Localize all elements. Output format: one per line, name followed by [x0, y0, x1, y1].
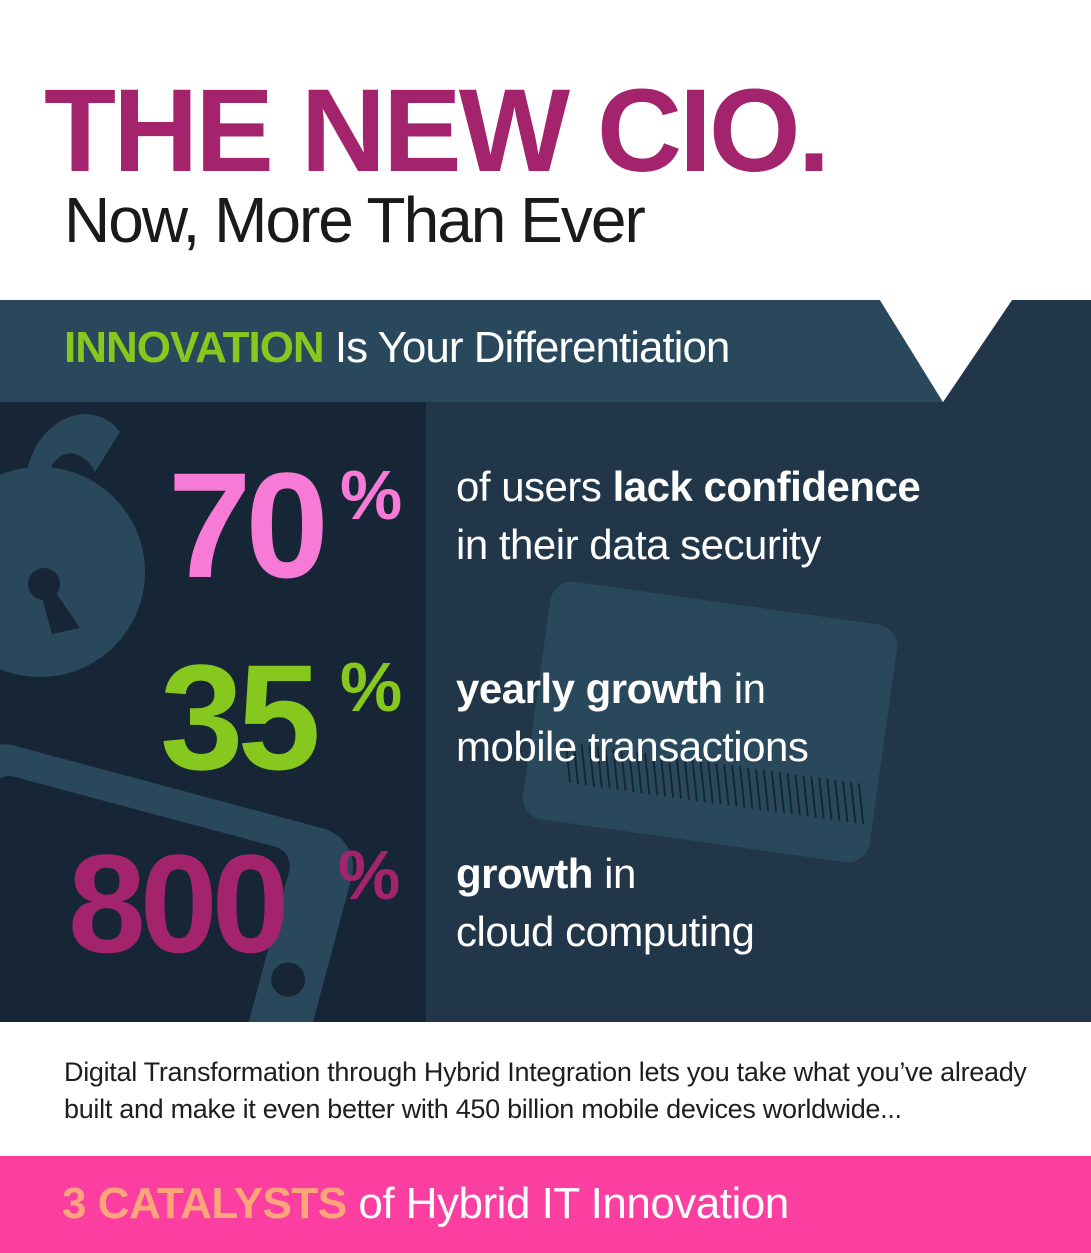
card-stripe: [667, 756, 675, 798]
banner-highlight: INNOVATION: [64, 323, 325, 372]
card-stripe: [826, 778, 833, 820]
stat-percent-35: 35%: [160, 633, 403, 801]
footer-heading: 3 CATALYSTS of Hybrid IT Innovation: [62, 1182, 789, 1226]
banner-right-panel: [943, 300, 1091, 402]
banner-left-panel: [0, 300, 943, 402]
stat-percent-70: 70%: [168, 441, 403, 609]
card-stripe: [604, 747, 611, 789]
card-stripe: [849, 782, 857, 824]
card-stripe: [794, 774, 801, 816]
percent-sign: %: [340, 648, 403, 726]
card-stripe: [834, 779, 841, 822]
card-stripe: [802, 775, 809, 817]
page-title: THE NEW CIO.: [44, 65, 830, 197]
percent-sign: %: [338, 836, 401, 914]
percent-sign: %: [340, 456, 403, 534]
card-stripe: [715, 763, 722, 805]
card-stripe: [675, 757, 683, 799]
card-stripe: [628, 750, 635, 793]
card-stripe: [857, 783, 865, 825]
padlock-icon: [0, 414, 145, 677]
banner-rest: Is Your Differentiation: [323, 323, 730, 372]
body-paragraph: Digital Transformation through Hybrid In…: [64, 1057, 1027, 1124]
card-stripe: [762, 769, 770, 812]
card-stripe: [786, 773, 793, 815]
banner-heading: INNOVATION Is Your Differentiation: [64, 323, 730, 372]
card-stripe: [707, 762, 714, 804]
card-stripe: [810, 776, 817, 818]
mobile-phone-icon: [0, 744, 354, 1022]
stats-background: [0, 402, 1091, 1022]
stat-description-1: of users lack confidence in their data s…: [456, 463, 921, 568]
stat-description-3: growth in cloud computing: [456, 850, 755, 955]
card-stripe: [572, 743, 580, 785]
card-stripe: [739, 766, 746, 808]
card-stripe: [778, 772, 786, 814]
card-stripe: [564, 742, 572, 784]
card-stripe: [620, 749, 627, 792]
card-stripe: [651, 754, 659, 796]
footer-rest: of Hybrid IT Innovation: [346, 1179, 789, 1228]
stats-section: 70% of users lack confidence in their da…: [0, 402, 1091, 1022]
card-stripe: [723, 764, 730, 806]
card-stripe: [612, 748, 619, 790]
card-stripe: [747, 767, 754, 809]
card-stripe: [731, 765, 738, 807]
card-stripe: [596, 746, 603, 788]
card-stripe: [659, 755, 667, 797]
card-stripe: [636, 752, 643, 794]
card-stripe: [818, 777, 825, 819]
innovation-banner: [0, 300, 1091, 402]
card-stripe: [691, 759, 698, 802]
page-subtitle: Now, More Than Ever: [64, 184, 646, 256]
stat-description-2: yearly growth in mobile transactions: [456, 665, 809, 770]
card-stripe: [842, 780, 849, 823]
credit-card-icon: [522, 581, 898, 863]
banner-notch: [880, 300, 1012, 402]
footer-banner: [0, 1156, 1091, 1253]
card-stripe: [683, 758, 690, 800]
card-stripe: [644, 753, 651, 795]
stat-percent-800: 800%: [68, 825, 401, 982]
card-stripe: [754, 768, 762, 810]
banner-shape: [0, 300, 1091, 402]
footer-highlight: 3 CATALYSTS: [62, 1179, 347, 1228]
card-stripe: [699, 760, 706, 803]
card-stripe: [770, 770, 778, 813]
card-stripe: [588, 745, 595, 787]
card-stripe: [580, 744, 587, 786]
